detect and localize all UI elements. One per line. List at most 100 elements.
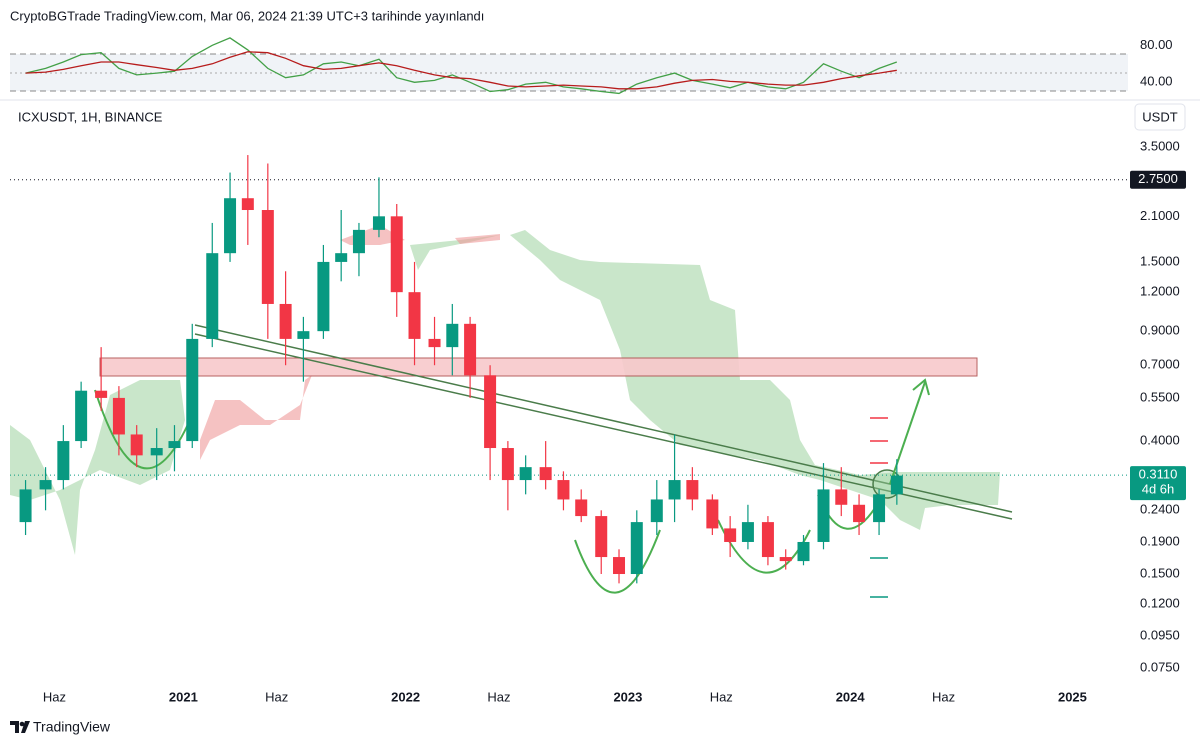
candles (19, 155, 903, 584)
x-tick-label: Haz (710, 689, 733, 704)
candle-body (206, 253, 219, 339)
currency-button[interactable] (1134, 103, 1186, 131)
candle-body (519, 467, 532, 481)
candle-body (797, 541, 810, 562)
candle-body (650, 499, 663, 523)
cloud-red (455, 234, 500, 244)
candle-body (75, 390, 88, 442)
candle-body (873, 494, 886, 523)
x-tick-label: 2024 (836, 689, 866, 704)
level-tag (1130, 170, 1186, 189)
candle-body (186, 338, 199, 442)
logo-mark (10, 721, 19, 733)
candle-body (224, 198, 237, 254)
candle-body (890, 475, 903, 495)
candle-body (408, 292, 421, 339)
level-tag-label: 2.7500 (1138, 171, 1178, 186)
arrow-head (912, 378, 930, 396)
y-tick-label: 0.0750 (1140, 659, 1180, 674)
candle-body (557, 480, 570, 500)
candle-body (335, 253, 348, 262)
candle-body (317, 261, 330, 332)
cloud-green (510, 230, 1000, 530)
x-tick-label: Haz (43, 689, 66, 704)
projection-arrow (889, 381, 926, 485)
candle-body (668, 480, 681, 500)
candle-body (761, 522, 774, 558)
x-tick-label: 2023 (613, 689, 642, 704)
candle-body (539, 467, 552, 481)
trendline (194, 333, 1013, 520)
x-tick-label: 2022 (391, 689, 420, 704)
symbol-title: ICXUSDT, 1H, BINANCE (18, 109, 163, 124)
candle-body (835, 489, 848, 505)
candle-body (261, 210, 274, 304)
rsi-tick-label: 40.00 (1140, 74, 1173, 89)
x-tick-label: Haz (932, 689, 955, 704)
candle-body (150, 448, 163, 456)
currency-label[interactable]: USDT (1142, 109, 1177, 124)
logo-mark (21, 721, 30, 733)
x-tick-label: Haz (265, 689, 288, 704)
candle-body (595, 516, 608, 558)
target-marks (870, 417, 888, 598)
trendline (194, 324, 1013, 513)
candle-body (446, 323, 459, 348)
candle-body (575, 499, 588, 517)
candle-body (57, 441, 70, 481)
candle-body (112, 397, 125, 435)
candle-body (130, 434, 143, 456)
candle-body (741, 522, 754, 542)
x-tick-label: 2021 (169, 689, 198, 704)
candle-body (630, 522, 643, 575)
candle-body (779, 557, 792, 562)
candle-body (19, 489, 32, 523)
candle-body (706, 499, 719, 529)
candle-body (297, 331, 310, 339)
y-tick-label: 3.5000 (1140, 139, 1180, 154)
logo-mark (19, 721, 25, 727)
candle-body (95, 390, 108, 398)
footer-brand: TradingView (33, 719, 111, 735)
x-tick-label: Haz (487, 689, 510, 704)
candle-body (613, 557, 626, 575)
candle-body (372, 216, 385, 230)
candle-body (484, 375, 497, 449)
last-price-label: 0.3110 (1139, 467, 1178, 482)
tradingview-logo (10, 721, 30, 733)
y-tick-label: 0.1900 (1140, 533, 1180, 548)
candle-body (428, 338, 441, 348)
last-price-tag (1130, 466, 1186, 501)
y-tick-label: 0.7000 (1140, 357, 1180, 372)
bar-countdown: 4d 6h (1142, 482, 1175, 497)
y-tick-label: 0.1500 (1140, 565, 1180, 580)
candle-body (279, 303, 292, 339)
candle-body (241, 198, 254, 211)
candle-body (686, 480, 699, 500)
candle-body (390, 216, 403, 293)
y-tick-label: 0.1200 (1140, 596, 1180, 611)
candle-body (724, 528, 737, 542)
resistance-zone (99, 357, 978, 377)
candle-body (853, 504, 866, 523)
y-tick-label: 0.4000 (1140, 433, 1180, 448)
cup-arc (574, 529, 661, 594)
y-tick-label: 0.9000 (1140, 323, 1180, 338)
candle-body (168, 441, 181, 449)
publisher-header: CryptoBGTrade TradingView.com, Mar 06, 2… (10, 8, 484, 23)
candle-body (352, 229, 365, 254)
candle-body (39, 480, 52, 490)
candle-body (501, 448, 514, 481)
y-tick-label: 2.1000 (1140, 208, 1180, 223)
cloud-red (200, 375, 312, 460)
y-tick-label: 0.5500 (1140, 389, 1180, 404)
cloud-green (410, 235, 500, 270)
x-tick-label: 2025 (1058, 689, 1087, 704)
rsi-tick-label: 80.00 (1140, 37, 1173, 52)
y-tick-label: 0.2400 (1140, 502, 1180, 517)
rsi-line (25, 51, 897, 90)
candle-body (464, 323, 477, 376)
y-tick-label: 0.0950 (1140, 627, 1180, 642)
y-tick-label: 1.5000 (1140, 253, 1180, 268)
